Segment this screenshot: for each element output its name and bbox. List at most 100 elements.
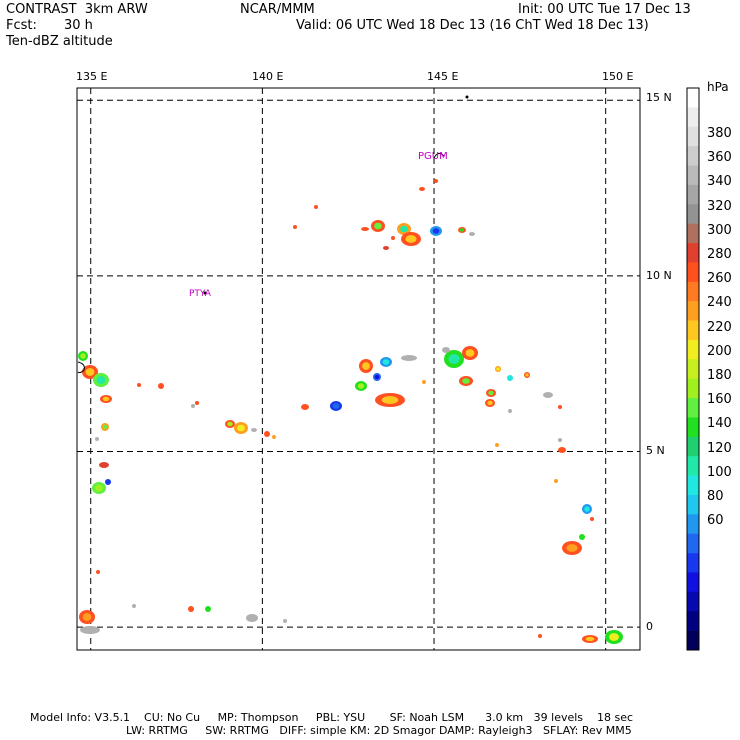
colorbar-cell xyxy=(687,398,699,418)
forecast-label: Fcst: xyxy=(6,18,37,33)
echo-cell xyxy=(158,383,164,389)
lat-label-10: 10 N xyxy=(646,269,672,282)
colorbar-cell xyxy=(687,146,699,166)
colorbar-label: 180 xyxy=(707,368,732,383)
echo-cell xyxy=(543,392,553,398)
echo-cell xyxy=(590,517,594,521)
echo-core xyxy=(80,353,86,359)
init-time: Init: 00 UTC Tue 17 Dec 13 xyxy=(518,2,691,17)
forecast-hour: 30 h xyxy=(64,18,93,33)
colorbar-cell xyxy=(687,630,699,651)
colorbar-label: 120 xyxy=(707,440,732,456)
guam-coast xyxy=(433,152,445,159)
model-title: CONTRAST 3km ARW xyxy=(6,2,148,17)
echo-core xyxy=(357,383,365,389)
station-markers xyxy=(77,95,469,374)
echo-cell xyxy=(579,534,585,540)
colorbar-cell xyxy=(687,475,699,496)
echo-cell xyxy=(507,375,513,381)
lon-label-135: 135 E xyxy=(76,70,108,83)
echo-cell xyxy=(246,614,258,622)
echo-core xyxy=(382,359,390,365)
colorbar-label: 80 xyxy=(707,489,724,504)
echo-cell xyxy=(264,431,270,437)
echo-core xyxy=(102,396,110,402)
echo-cell xyxy=(99,462,109,468)
echo-cell xyxy=(132,604,136,608)
echo-cell xyxy=(137,383,141,387)
lat-label-5: 5 N xyxy=(646,444,665,457)
colorbar-cell xyxy=(687,281,699,302)
lat-label-15: 15 N xyxy=(646,91,672,104)
colorbar-label: 220 xyxy=(707,319,732,335)
colorbar-cell xyxy=(687,572,699,593)
echo-core xyxy=(405,235,417,243)
palau-coast xyxy=(77,361,85,374)
lon-label-140: 140 E xyxy=(252,70,284,83)
echo-core xyxy=(487,400,493,406)
echo-cell xyxy=(283,619,287,623)
echo-cell xyxy=(422,380,426,384)
valid-time: Valid: 06 UTC Wed 18 Dec 13 (16 ChT Wed … xyxy=(296,18,649,33)
echo-cell xyxy=(272,435,276,439)
colorbar-cell xyxy=(687,262,699,283)
colorbar-label: 240 xyxy=(707,295,732,311)
model-info-line1: Model Info: V3.5.1 CU: No Cu MP: Thompso… xyxy=(30,711,634,724)
island-dot xyxy=(465,95,469,99)
field-name: Ten-dBZ altitude xyxy=(6,34,113,49)
colorbar-cell xyxy=(687,378,699,399)
ptya-dot xyxy=(203,291,207,295)
echo-core xyxy=(374,222,382,230)
echo-core xyxy=(102,424,108,430)
echo-core xyxy=(432,228,440,234)
echo-cell xyxy=(95,437,99,441)
echo-cell xyxy=(188,606,194,612)
echo-core xyxy=(400,225,408,233)
echo-cell xyxy=(205,606,211,612)
echo-core xyxy=(609,633,619,641)
echo-cell xyxy=(383,246,389,250)
colorbar-label: 340 xyxy=(707,174,732,190)
echo-core xyxy=(585,636,595,642)
echo-cell xyxy=(80,626,100,634)
echo-cell xyxy=(538,634,542,638)
map-frame xyxy=(76,87,641,651)
echo-core xyxy=(85,368,95,376)
echo-core xyxy=(465,349,475,357)
echo-cell xyxy=(469,232,475,236)
station-ptya-label: PTYA xyxy=(189,289,211,299)
echo-cell xyxy=(391,236,395,240)
model-info-line2: LW: RRTMG SW: RRTMG DIFF: simple KM: 2D … xyxy=(126,724,632,737)
echo-cell xyxy=(508,409,512,413)
colorbar-label: 360 xyxy=(707,150,732,166)
echo-cell xyxy=(495,443,499,447)
echo-core xyxy=(462,378,470,384)
colorbar-cell xyxy=(687,301,699,321)
station-pgum-label: PGUM xyxy=(418,151,448,162)
echo-cell xyxy=(558,438,562,442)
echo-cell xyxy=(442,347,450,353)
colorbar-cell xyxy=(687,514,699,535)
colorbar-label: 380 xyxy=(707,126,732,141)
lon-label-145: 145 E xyxy=(427,70,459,83)
echo-cell xyxy=(293,225,297,229)
echo-core xyxy=(459,228,465,232)
echo-core xyxy=(332,403,340,409)
echo-core xyxy=(362,362,370,370)
echo-core xyxy=(82,613,92,621)
echo-core xyxy=(96,376,106,384)
colorbar-cell xyxy=(687,456,699,476)
colorbar-cell xyxy=(687,417,699,438)
colorbar-cell xyxy=(687,359,699,379)
echo-core xyxy=(584,506,590,512)
colorbar-label: 320 xyxy=(707,198,732,214)
lon-label-150: 150 E xyxy=(602,70,634,83)
colorbar-cell xyxy=(687,320,699,341)
colorbar-label: 100 xyxy=(707,464,732,480)
colorbar-cell xyxy=(687,611,699,631)
lat-label-0: 0 xyxy=(646,620,653,633)
colorbar-cell xyxy=(687,533,699,554)
echo-cell xyxy=(314,205,318,209)
echo-core xyxy=(525,373,529,377)
echo-cell xyxy=(558,447,566,453)
